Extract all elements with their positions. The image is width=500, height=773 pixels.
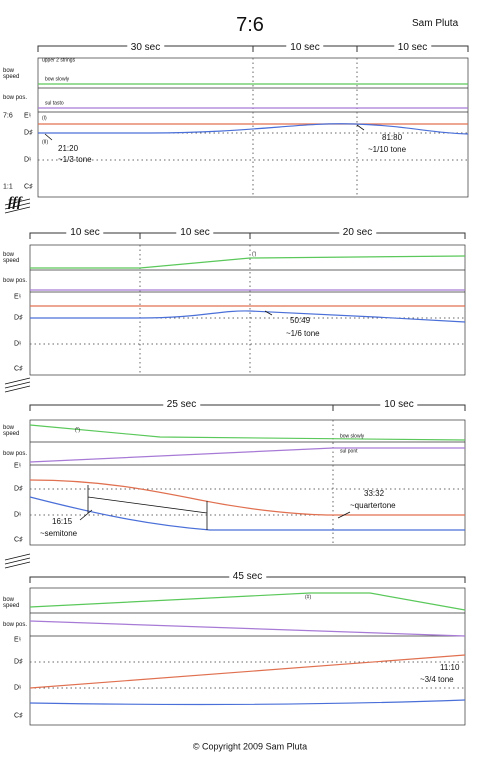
row-label: bow speed xyxy=(3,597,20,609)
annotation: (‴) xyxy=(75,427,81,434)
pitch-label: C♯ xyxy=(14,712,23,720)
annotation: 33:32 xyxy=(364,489,385,498)
duration-label: 45 sec xyxy=(228,572,267,582)
duration-label: 10 sec xyxy=(66,228,104,238)
annotation: bow slowly xyxy=(340,433,365,440)
annotation: ~semitone xyxy=(40,529,78,538)
duration-label: 25 sec xyxy=(162,400,201,410)
annotation: (I) xyxy=(42,115,47,122)
ratio-label: 1:1 xyxy=(3,183,13,191)
annotation: (II) xyxy=(42,139,49,146)
pitch-label: D♮ xyxy=(14,511,22,519)
annotation: ~quartertone xyxy=(350,501,396,510)
annotation: bow slowly xyxy=(45,76,70,83)
row-label: bow pos. xyxy=(3,95,28,101)
pitch-label: D♯ xyxy=(14,314,23,322)
instruction: upper 2 strings xyxy=(42,57,76,64)
annotation: ~1/10 tone xyxy=(368,145,407,154)
annotation: sul pont xyxy=(340,448,358,455)
annotation: (') xyxy=(252,251,257,258)
ratio-label: 7:6 xyxy=(3,112,13,120)
pitch-label: D♮ xyxy=(14,340,22,348)
annotation: 11:10 xyxy=(440,663,460,672)
row-label: bow speed xyxy=(3,68,20,80)
duration-label: 30 sec xyxy=(126,43,165,53)
annotation: (#) xyxy=(305,594,312,601)
pitch-label: C♯ xyxy=(14,536,23,544)
duration-label: 10 sec xyxy=(380,400,418,410)
row-label: bow pos. xyxy=(3,278,28,284)
pitch-label: D♮ xyxy=(14,684,22,692)
annotation: ~3/4 tone xyxy=(420,675,454,684)
duration-label: 20 sec xyxy=(338,228,377,238)
pitch-label: C♯ xyxy=(24,183,33,191)
title: 7:6 xyxy=(236,14,264,36)
pitch-label: E♮ xyxy=(24,112,32,120)
pitch-label: E♮ xyxy=(14,636,22,644)
duration-label: 10 sec xyxy=(176,228,214,238)
duration-label: 10 sec xyxy=(286,43,324,53)
annotation: sul tasto xyxy=(45,100,64,107)
footer: © Copyright 2009 Sam Pluta xyxy=(192,741,308,752)
dynamic: fff xyxy=(8,195,22,210)
row-label: bow speed xyxy=(3,252,20,264)
pitch-label: D♮ xyxy=(24,156,32,164)
annotation: ~1/3 tone xyxy=(58,155,92,164)
annotation: 81:80 xyxy=(382,133,403,142)
composer: Sam Pluta xyxy=(412,18,459,29)
row-label: bow speed xyxy=(3,425,20,437)
annotation: 16:15 xyxy=(52,517,73,526)
duration-label: 10 sec xyxy=(393,43,432,53)
annotation: 21:20 xyxy=(58,144,79,153)
pitch-label: E♮ xyxy=(14,293,22,301)
pitch-label: D♯ xyxy=(24,129,33,137)
pitch-label: D♯ xyxy=(14,658,23,666)
row-label: bow pos. xyxy=(3,451,28,457)
row-label: bow pos. xyxy=(3,622,28,628)
pitch-label: E♮ xyxy=(14,462,22,470)
annotation: ~1/6 tone xyxy=(286,329,320,338)
annotation: 50:49 xyxy=(290,316,311,325)
pitch-label: C♯ xyxy=(14,365,23,373)
pitch-label: D♯ xyxy=(14,485,23,493)
